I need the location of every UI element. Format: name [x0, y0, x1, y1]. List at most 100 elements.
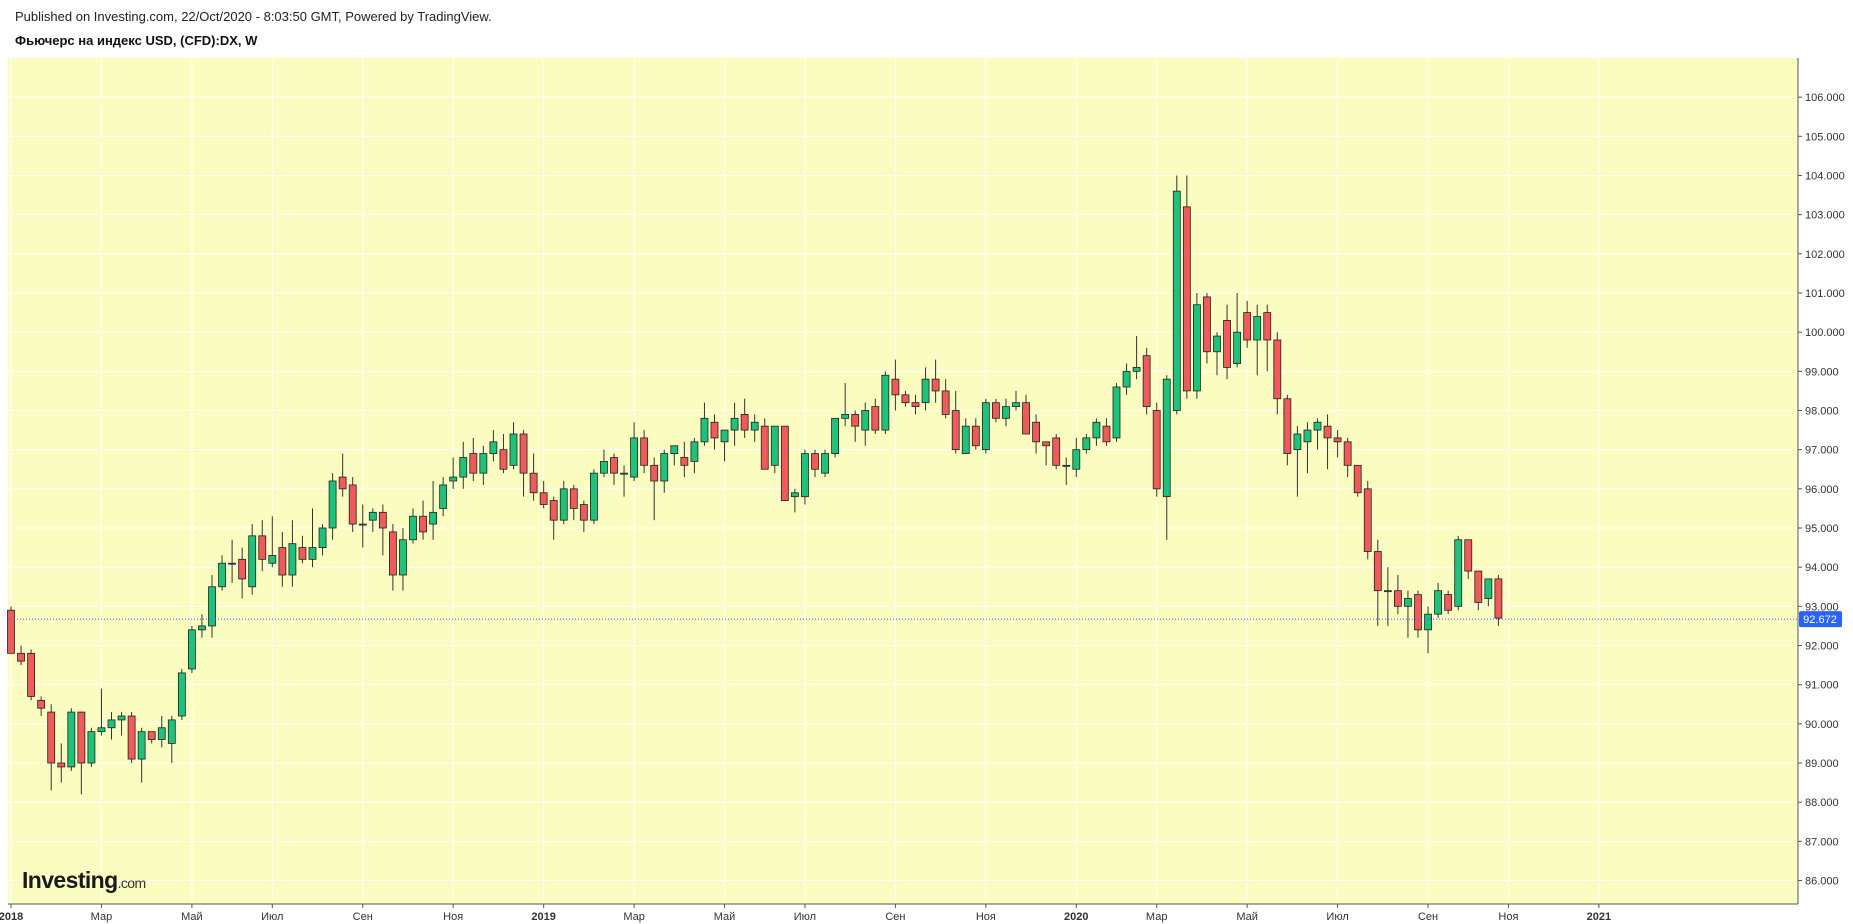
candle-up	[961, 418, 970, 454]
candle-up	[1112, 383, 1121, 442]
candle-down	[780, 425, 789, 501]
candle-down	[7, 606, 15, 654]
candle-up	[801, 449, 809, 505]
candle-down	[871, 398, 880, 434]
candle-down	[348, 477, 357, 532]
x-tick-label: 2019	[531, 911, 555, 923]
candle-up	[881, 371, 890, 434]
y-tick-label: 106.000	[1805, 92, 1845, 104]
y-tick-label: 92.000	[1805, 641, 1839, 653]
candle-up	[1193, 293, 1201, 399]
x-tick-label: Май	[181, 911, 203, 923]
x-tick-label: Июл	[794, 911, 816, 923]
candle-down	[992, 398, 1000, 423]
candle-down	[891, 359, 900, 411]
candle-down	[258, 520, 267, 572]
candle-up	[228, 539, 237, 583]
candle-up	[97, 688, 106, 736]
candles	[7, 175, 1503, 795]
logo-text: Investing	[22, 867, 118, 893]
y-tick-label: 89.000	[1805, 758, 1839, 770]
time-axis[interactable]: 2018 Мар Май Июл Сен Ноя 2019 Мар Май Июл Сен Ноя 20…	[0, 904, 1611, 923]
candle-down	[971, 418, 980, 450]
x-tick-label: Сен	[353, 911, 373, 923]
candle-down	[1283, 394, 1292, 466]
candle-up	[268, 516, 277, 568]
candle-up	[841, 383, 850, 427]
candle-up	[328, 473, 337, 540]
candle-down	[640, 430, 649, 474]
candle-up	[770, 425, 779, 474]
candle-up	[318, 524, 327, 556]
candle-up	[107, 712, 116, 740]
candle-up	[1132, 336, 1141, 380]
candle-up	[137, 727, 146, 783]
candle-down	[549, 496, 558, 540]
y-tick-label: 96.000	[1805, 484, 1839, 496]
x-tick-label: Мар	[623, 911, 645, 923]
candle-up	[1303, 422, 1312, 474]
candle-down	[1343, 437, 1352, 478]
candle-down	[569, 484, 578, 521]
candle-down	[298, 535, 307, 564]
candle-up	[1002, 398, 1010, 427]
candle-down	[851, 410, 860, 442]
candle-up	[670, 445, 679, 466]
candle-up	[208, 575, 216, 638]
x-tick-label: Май	[714, 911, 736, 923]
candle-down	[77, 711, 86, 795]
candle-down	[529, 453, 538, 501]
candle-down	[901, 390, 910, 407]
candle-up	[750, 414, 759, 442]
candle-down	[740, 398, 749, 438]
candle-down	[941, 379, 950, 419]
price-axis[interactable]: 86.000 87.000 88.000 89.000 90.000 91.000 92.0…	[1798, 92, 1845, 888]
y-tick-label: 99.000	[1805, 366, 1839, 378]
candle-down	[1052, 434, 1061, 470]
x-tick-label: Сен	[1418, 911, 1438, 923]
candle-down	[469, 437, 478, 481]
y-tick-label: 91.000	[1805, 680, 1839, 692]
y-tick-label: 103.000	[1805, 210, 1845, 222]
candle-up	[1162, 375, 1171, 540]
candle-down	[1333, 430, 1342, 458]
candle-down	[147, 731, 156, 744]
chart-title: Фьючерс на индекс USD, (CFD):DX, W	[15, 33, 258, 48]
candle-down	[1273, 332, 1282, 415]
candle-up	[509, 422, 518, 470]
y-tick-label: 98.000	[1805, 406, 1839, 418]
logo-suffix: .com	[118, 875, 146, 891]
y-tick-label: 105.000	[1805, 131, 1845, 143]
candle-up	[1233, 293, 1241, 368]
candle-up	[1383, 567, 1392, 626]
x-tick-label: Мар	[91, 911, 113, 923]
candle-up	[821, 449, 829, 478]
candle-up	[690, 437, 699, 474]
candle-up	[399, 528, 407, 591]
candle-down	[1494, 575, 1503, 626]
candle-up	[1293, 426, 1302, 497]
candle-up	[1122, 363, 1131, 395]
candle-up	[459, 441, 468, 489]
candle-up	[167, 716, 176, 763]
candle-up	[1424, 606, 1432, 654]
y-tick-label: 100.000	[1805, 327, 1845, 339]
candle-down	[278, 531, 287, 587]
candle-down	[1414, 590, 1422, 638]
candle-up	[449, 457, 458, 489]
y-tick-label: 101.000	[1805, 288, 1845, 300]
y-tick-label: 102.000	[1805, 249, 1845, 261]
candle-up	[1092, 418, 1101, 446]
candle-up	[590, 469, 598, 525]
y-tick-label: 95.000	[1805, 523, 1839, 535]
candle-down	[931, 359, 940, 403]
candle-up	[600, 449, 608, 478]
candle-up	[1213, 332, 1221, 376]
candle-down	[27, 649, 36, 701]
candle-down	[238, 547, 247, 599]
candle-up	[1313, 418, 1322, 450]
candle-up	[921, 367, 930, 411]
investing-logo: Investing.com	[22, 867, 146, 893]
candle-up	[861, 402, 870, 446]
